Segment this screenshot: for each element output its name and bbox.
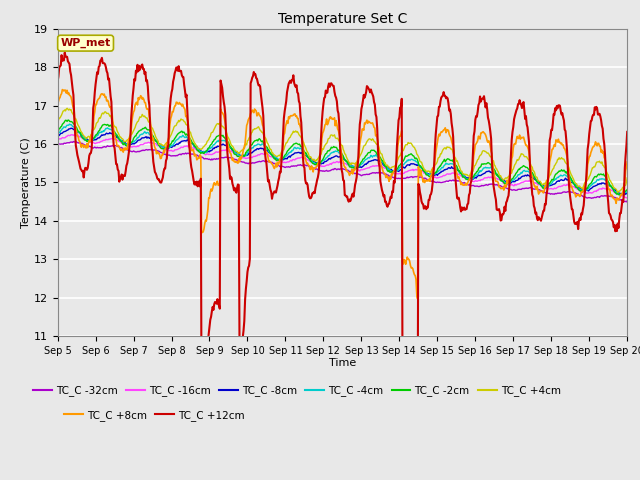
TC_C -16cm — [572, 185, 580, 191]
TC_C +8cm — [623, 159, 631, 165]
Line: TC_C +12cm: TC_C +12cm — [58, 53, 627, 465]
TC_C -2cm — [614, 192, 622, 198]
TC_C -16cm — [335, 160, 342, 166]
TC_C -32cm — [204, 156, 212, 162]
TC_C -4cm — [572, 182, 580, 188]
TC_C -32cm — [335, 166, 342, 172]
TC_C -4cm — [335, 149, 342, 155]
TC_C -32cm — [180, 151, 188, 156]
TC_C -32cm — [572, 191, 580, 196]
Line: TC_C +4cm: TC_C +4cm — [58, 108, 627, 192]
Legend: TC_C +8cm, TC_C +12cm: TC_C +8cm, TC_C +12cm — [60, 406, 249, 425]
X-axis label: Time: Time — [329, 359, 356, 369]
TC_C -32cm — [72, 139, 79, 144]
TC_C -8cm — [335, 154, 342, 160]
TC_C +8cm — [447, 134, 454, 140]
Line: TC_C -8cm: TC_C -8cm — [58, 128, 627, 195]
Line: TC_C +8cm: TC_C +8cm — [58, 90, 627, 299]
TC_C -32cm — [390, 175, 397, 180]
Title: Temperature Set C: Temperature Set C — [278, 12, 407, 26]
TC_C -2cm — [335, 147, 342, 153]
TC_C +8cm — [413, 296, 421, 301]
TC_C -8cm — [67, 125, 75, 131]
TC_C +8cm — [390, 168, 397, 174]
TC_C +4cm — [572, 180, 580, 186]
TC_C -16cm — [623, 195, 630, 201]
Line: TC_C -16cm: TC_C -16cm — [58, 135, 627, 198]
TC_C -4cm — [390, 168, 397, 174]
TC_C +8cm — [180, 104, 188, 109]
Line: TC_C -2cm: TC_C -2cm — [58, 120, 627, 195]
TC_C -4cm — [204, 147, 212, 153]
TC_C +12cm — [573, 221, 580, 227]
TC_C +12cm — [623, 129, 631, 135]
TC_C -16cm — [70, 132, 78, 138]
TC_C -8cm — [180, 138, 188, 144]
TC_C +12cm — [54, 79, 61, 84]
TC_C -8cm — [204, 149, 212, 155]
TC_C -8cm — [620, 192, 628, 198]
TC_C -16cm — [446, 171, 454, 177]
TC_C -4cm — [54, 131, 61, 137]
TC_C +12cm — [335, 110, 342, 116]
TC_C -2cm — [390, 169, 397, 175]
TC_C -32cm — [54, 141, 61, 146]
TC_C -32cm — [446, 178, 454, 183]
TC_C -8cm — [390, 168, 397, 174]
TC_C -16cm — [180, 144, 188, 150]
TC_C +8cm — [335, 128, 342, 133]
TC_C +4cm — [614, 190, 621, 195]
TC_C -8cm — [446, 166, 454, 171]
TC_C -2cm — [180, 129, 188, 135]
TC_C -2cm — [623, 187, 631, 192]
TC_C +12cm — [180, 74, 188, 80]
TC_C -4cm — [623, 189, 631, 194]
TC_C +4cm — [623, 175, 631, 180]
TC_C -2cm — [65, 117, 72, 123]
TC_C -8cm — [54, 132, 61, 138]
TC_C +4cm — [446, 145, 454, 151]
TC_C +4cm — [180, 118, 188, 123]
TC_C -2cm — [204, 145, 212, 151]
TC_C -2cm — [54, 131, 61, 136]
TC_C -4cm — [180, 133, 188, 139]
Y-axis label: Temperature (C): Temperature (C) — [21, 137, 31, 228]
TC_C -2cm — [572, 184, 580, 190]
TC_C +12cm — [204, 338, 212, 344]
TC_C +8cm — [54, 102, 61, 108]
Line: TC_C -4cm: TC_C -4cm — [58, 124, 627, 196]
Line: TC_C -32cm: TC_C -32cm — [58, 142, 627, 202]
TC_C -4cm — [446, 161, 454, 167]
TC_C +8cm — [58, 87, 66, 93]
TC_C -32cm — [623, 199, 631, 205]
TC_C -4cm — [616, 193, 624, 199]
TC_C +4cm — [204, 138, 212, 144]
TC_C +4cm — [54, 120, 61, 126]
TC_C +12cm — [413, 462, 421, 468]
TC_C -16cm — [623, 195, 631, 201]
TC_C -4cm — [66, 121, 74, 127]
TC_C -2cm — [446, 157, 454, 163]
TC_C +12cm — [390, 178, 397, 184]
TC_C -8cm — [572, 182, 580, 188]
TC_C +8cm — [573, 192, 580, 198]
TC_C +4cm — [335, 137, 342, 143]
TC_C +4cm — [63, 106, 71, 111]
TC_C +4cm — [390, 164, 397, 169]
TC_C -16cm — [390, 170, 397, 176]
TC_C +12cm — [61, 50, 68, 56]
TC_C -16cm — [204, 151, 212, 157]
Text: WP_met: WP_met — [60, 38, 111, 48]
TC_C -8cm — [623, 190, 631, 196]
TC_C -16cm — [54, 137, 61, 143]
TC_C +8cm — [204, 206, 212, 212]
TC_C +12cm — [447, 111, 454, 117]
